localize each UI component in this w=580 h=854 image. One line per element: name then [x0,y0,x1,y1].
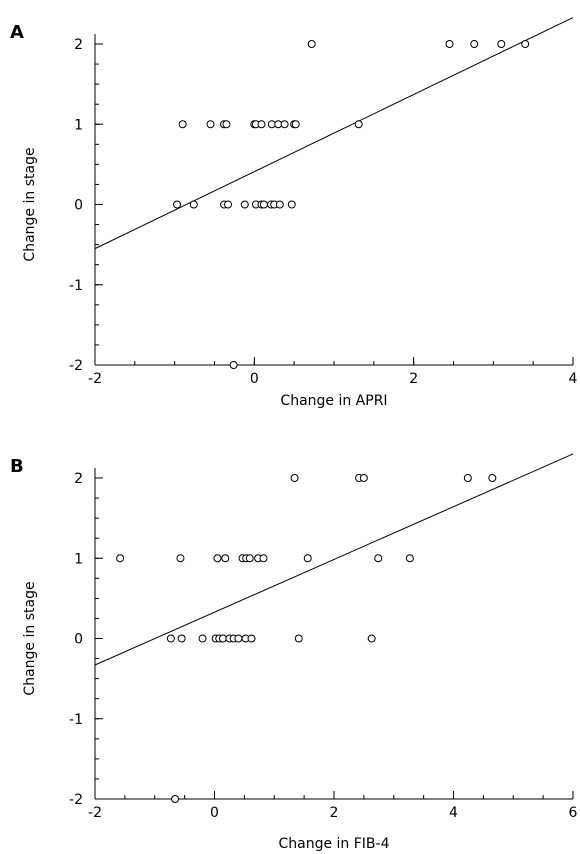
panel-a-x-tick-label: 2 [409,371,418,387]
panel-b-data-point [290,474,299,482]
panel-b-regression-line [94,453,574,666]
panel-a-data-point [206,120,215,129]
panel-a-data-point [307,40,316,48]
panel-b-data-point [176,554,185,563]
panel-a-data-point [189,200,198,209]
panel-b-data-point [247,634,256,643]
panel-a-data-point [291,120,300,129]
panel-b-data-point [166,634,175,643]
panel-a-data-point [470,40,479,48]
panel-a-data-point [178,120,187,129]
panel-a-data-point [275,200,284,209]
panel-b-data-point [367,634,376,643]
panel-b-data-point [488,474,497,482]
panel-a-x-tick-label: 4 [569,371,578,387]
panel-b-y-tick-label: 2 [74,471,83,487]
panel-a-data-point [224,200,233,209]
panel-a-x-tick-label: -2 [88,371,102,387]
panel-b-y-tick-label: 1 [74,551,83,567]
panel-a-data-point [222,120,231,129]
panel-b-data-point [463,474,472,482]
panel-b-data-point [116,554,125,563]
panel-a-data-point [497,40,506,48]
panel-a-y-tick-label: -1 [69,278,83,294]
panel-a-regression-line [94,17,574,250]
panel-a-label: A [10,22,24,43]
panel-b-x-axis-title: Change in FIB-4 [278,836,389,852]
panel-a-data-point [257,120,266,129]
panel-a-data-point [287,200,296,209]
panel-b-data-point [359,474,368,482]
panel-a-y-tick-label: 1 [74,117,83,133]
panel-a-data-point [229,361,238,369]
panel-a-data-point [240,200,249,209]
panel-b-data-point [213,554,222,563]
panel-b-data-point [234,634,243,643]
panel-b-x-tick-label: 4 [449,805,458,821]
panel-b-data-point [294,634,303,643]
panel-b-y-tick-label: 0 [74,632,83,648]
panel-b-data-point [405,554,414,563]
panel-b-y-tick-label: -2 [69,792,83,808]
panel-b-data-point [374,554,383,563]
panel-b-y-axis-title: Change in stage [22,581,38,695]
panel-b-data-point [303,554,312,563]
panel-a-x-tick-label: 0 [250,371,259,387]
panel-a-y-tick-label: -2 [69,358,83,374]
panel-b-y-tick-label: -1 [69,712,83,728]
panel-a-data-point [521,40,530,48]
panel-b-data-point [245,554,254,563]
panel-b-x-tick-label: 0 [210,805,219,821]
panel-a-y-tick-label: 2 [74,37,83,53]
panel-a-y-axis-title: Change in stage [22,147,38,261]
panel-a-x-axis-title: Change in APRI [280,393,387,409]
panel-b-data-point [259,554,268,563]
panel-a-data-point [280,120,289,129]
panel-b-label: B [10,456,24,477]
panel-a-data-point [445,40,454,48]
panel-b-data-point [171,795,180,803]
panel-b-data-point [221,554,230,563]
panel-b-x-tick-label: 6 [569,805,578,821]
panel-b-data-point [198,634,207,643]
panel-b-data-point [177,634,186,643]
panel-b-x-tick-label: -2 [88,805,102,821]
panel-a-data-point [259,200,268,209]
panel-a-data-point [354,120,363,129]
panel-a-y-tick-label: 0 [74,198,83,214]
panel-b-data-point [218,634,227,643]
panel-a-data-point [173,200,182,209]
panel-b-x-tick-label: 2 [330,805,339,821]
